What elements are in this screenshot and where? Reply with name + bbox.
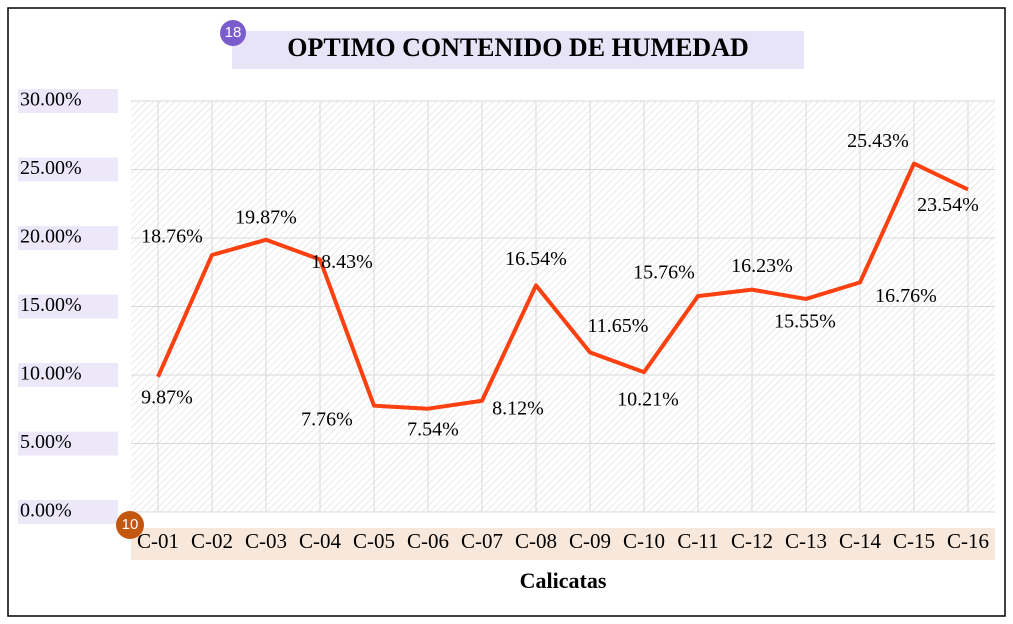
- data-label: 9.87%: [141, 386, 193, 408]
- data-label: 19.87%: [235, 206, 297, 228]
- data-label: 15.76%: [633, 262, 695, 284]
- data-label: 10.21%: [617, 389, 679, 411]
- badge-label: 18: [225, 24, 242, 41]
- data-label: 8.12%: [492, 397, 544, 419]
- data-label: 25.43%: [847, 130, 909, 152]
- data-label: 16.23%: [731, 255, 793, 277]
- data-label: 7.54%: [407, 418, 459, 440]
- data-label: 16.76%: [875, 285, 937, 307]
- y-tick-label: 20.00%: [20, 226, 82, 248]
- y-tick-label: 10.00%: [20, 363, 82, 385]
- x-axis-title: Calicatas: [520, 568, 607, 593]
- data-label: 15.55%: [774, 311, 836, 333]
- x-axis-label-background: [131, 528, 995, 560]
- y-tick-label: 30.00%: [20, 89, 82, 111]
- x-tick-label: C-05: [353, 529, 395, 553]
- title-background: [232, 31, 804, 69]
- data-label: 11.65%: [588, 315, 649, 337]
- y-tick-label: 25.00%: [20, 157, 82, 179]
- x-tick-label: C-11: [677, 529, 718, 553]
- badge-label: 10: [122, 516, 139, 533]
- y-tick-label-background: [18, 500, 118, 524]
- data-label: 23.54%: [917, 194, 979, 216]
- x-tick-label: C-14: [839, 529, 882, 553]
- y-tick-label-background: [18, 431, 118, 456]
- x-tick-label: C-12: [731, 529, 773, 553]
- y-tick-label: 15.00%: [20, 294, 82, 316]
- x-tick-label: C-06: [407, 529, 449, 553]
- x-tick-label: C-13: [785, 529, 827, 553]
- data-line: [156, 161, 969, 411]
- x-tick-label: C-16: [947, 529, 989, 553]
- y-tick-label: 0.00%: [20, 500, 72, 522]
- x-tick-label: C-07: [461, 529, 503, 553]
- data-label: 7.76%: [301, 408, 353, 430]
- data-label: 16.54%: [505, 248, 567, 270]
- x-tick-label: C-08: [515, 529, 557, 553]
- x-tick-label: C-15: [893, 529, 935, 553]
- y-tick-label-background: [18, 226, 118, 250]
- chart-title: OPTIMO CONTENIDO DE HUMEDAD: [287, 33, 749, 62]
- data-label: 18.43%: [311, 251, 373, 273]
- badge: [220, 20, 246, 46]
- x-tick-label: C-10: [623, 529, 665, 553]
- y-tick-label-background: [18, 294, 118, 319]
- x-tick-label: C-04: [299, 529, 342, 553]
- y-tick-label: 5.00%: [20, 431, 72, 453]
- data-label: 18.76%: [141, 226, 203, 248]
- y-tick-label-background: [18, 157, 118, 182]
- x-tick-label: C-09: [569, 529, 611, 553]
- badge: [116, 511, 144, 539]
- x-tick-label: C-02: [191, 529, 233, 553]
- y-tick-label-background: [18, 89, 118, 113]
- x-tick-label: C-03: [245, 529, 287, 553]
- x-tick-label: C-01: [137, 529, 179, 553]
- y-tick-label-background: [18, 363, 118, 387]
